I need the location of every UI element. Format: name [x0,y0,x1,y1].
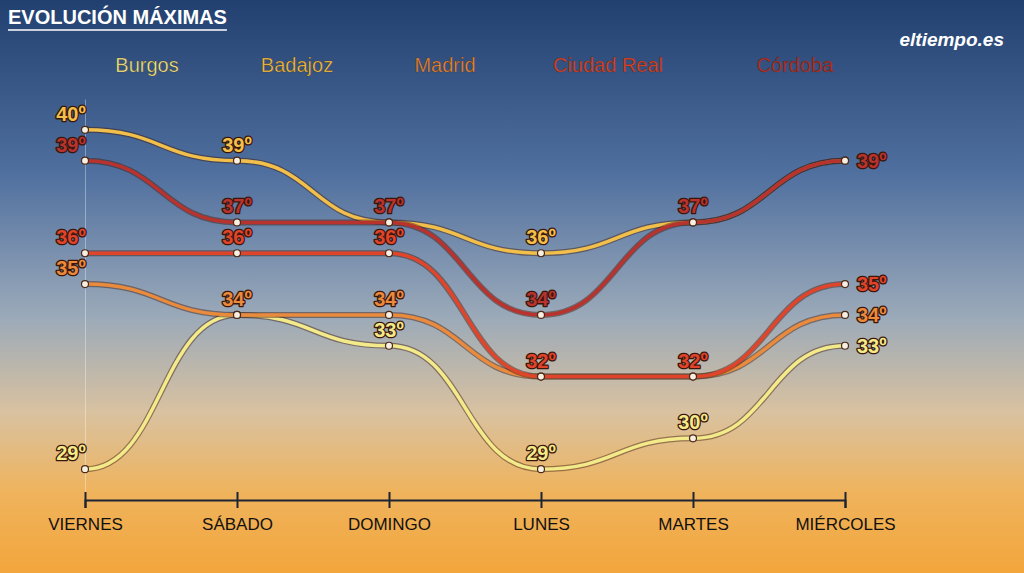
data-label: 33º [374,319,404,341]
x-tick-label: LUNES [513,515,570,534]
marker [690,373,697,380]
x-tick-mark [541,492,543,508]
plot-area [82,126,849,472]
x-tick-mark [85,492,87,508]
data-label: 37º [678,195,708,217]
line-shadow [85,284,845,377]
data-label: 35º [857,273,887,295]
data-label: 36º [374,226,404,248]
marker [842,311,849,318]
data-label: 29º [526,442,556,464]
marker [82,466,89,473]
marker [842,281,849,288]
marker [690,219,697,226]
x-tick: MARTES [658,492,729,534]
data-label: 32º [678,350,708,372]
marker [538,466,545,473]
data-label: 34º [374,288,404,310]
marker [842,157,849,164]
marker [690,219,697,226]
x-tick-label: DOMINGO [348,515,431,534]
marker [538,311,545,318]
data-label: 35º [56,257,86,279]
marker [82,281,89,288]
x-tick: MIÉRCOLES [795,492,895,534]
background [0,0,1024,573]
line-shadow [85,161,845,315]
marker [82,126,89,133]
legend-entry: Badajoz [261,54,333,76]
marker [234,311,241,318]
legend-entry: Burgos [115,54,178,76]
marker [386,311,393,318]
marker [234,157,241,164]
marker [538,373,545,380]
title-underline [8,29,227,31]
marker [842,157,849,164]
data-label: 36º [526,226,556,248]
data-label: 37º [374,195,404,217]
marker [386,342,393,349]
x-tick-mark [237,492,239,508]
x-tick-label: SÁBADO [202,515,273,534]
marker [690,373,697,380]
marker [538,250,545,257]
data-label: 40º [56,103,86,125]
legend-entry: Ciudad Real [553,54,663,76]
data-label: 37º [222,195,252,217]
x-tick-label: MIÉRCOLES [795,515,895,534]
series-line [85,284,845,377]
data-labels: 29º 33º 29º 30º 33º 40º 39º 36º 35º 34º 34º 34º 36º 3… [56,103,886,464]
line-shadow [85,130,845,253]
x-tick-label: VIERNES [48,515,123,534]
x-tick: LUNES [513,492,570,534]
line-shadow [85,315,845,469]
data-label: 36º [56,226,86,248]
marker [386,250,393,257]
x-tick-mark [693,492,695,508]
chart: EVOLUCIÓN MÁXIMAS eltiempo.es Burgos Badajo… [0,0,1024,573]
x-tick-mark [389,492,391,508]
data-label: 29º [56,442,86,464]
marker [234,250,241,257]
x-tick: SÁBADO [202,492,273,534]
legend-entry: Córdoba [757,54,835,76]
data-label: 34º [222,288,252,310]
annotation: eltiempo.es [899,29,1004,50]
marker [538,373,545,380]
data-label: 34º [857,304,887,326]
data-label: 39º [56,134,86,156]
data-label: 36º [222,226,252,248]
x-axis-line [86,501,846,509]
data-label: 33º [857,335,887,357]
data-label: 32º [526,350,556,372]
data-label: 34º [526,288,556,310]
legend: Burgos Badajoz Madrid Ciudad Real Córdoba [115,54,834,76]
marker [386,219,393,226]
x-tick-mark [845,492,847,508]
marker [82,250,89,257]
series-line [85,161,845,315]
x-tick: VIERNES [48,492,123,534]
marker [842,342,849,349]
title: EVOLUCIÓN MÁXIMAS [8,5,227,28]
series-line [85,130,845,253]
legend-entry: Madrid [414,54,475,76]
x-tick: DOMINGO [348,492,431,534]
data-label: 30º [678,411,708,433]
marker [234,219,241,226]
marker [690,435,697,442]
data-label: 39º [857,150,887,172]
marker [234,311,241,318]
x-tick-label: MARTES [658,515,729,534]
data-label: 39º [222,134,252,156]
x-axis: VIERNES SÁBADO DOMINGO LUNES MARTES MIÉRCOLES [48,492,895,534]
marker [386,219,393,226]
series-line [85,315,845,469]
marker [82,157,89,164]
